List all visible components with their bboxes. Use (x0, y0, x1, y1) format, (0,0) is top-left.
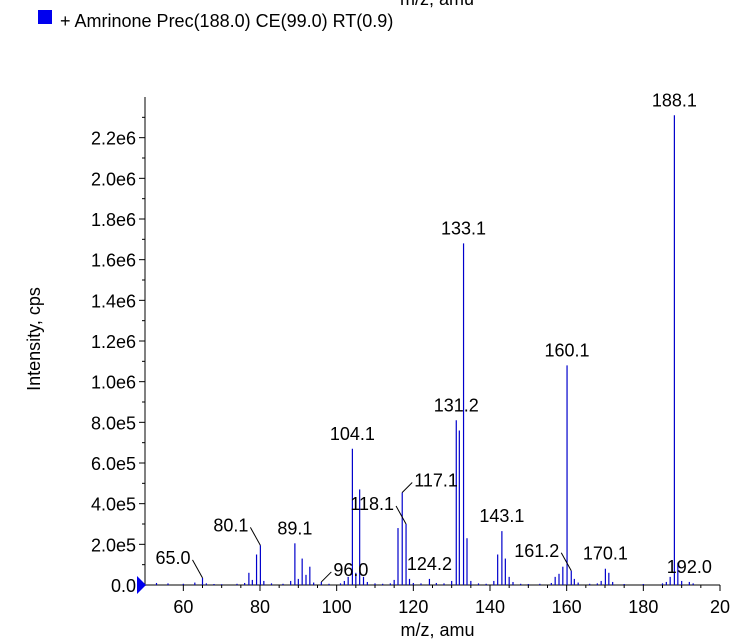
peak-label: 96.0 (333, 560, 368, 580)
peak-label: 160.1 (545, 340, 590, 360)
peak-label-leader (395, 505, 407, 525)
x-axis-marker-icon (137, 576, 146, 594)
x-tick-label: 60 (173, 597, 193, 617)
peak-label: 65.0 (155, 548, 190, 568)
y-tick-label: 8.0e5 (91, 413, 136, 433)
peak-label: 117.1 (414, 470, 458, 490)
y-tick-label: 1.2e6 (91, 332, 136, 352)
clipped-axis-label: m/z, amu (400, 0, 474, 10)
x-axis-label: m/z, amu (400, 620, 474, 640)
y-tick-label: 2.0e6 (91, 169, 136, 189)
peak-label: 124.2 (407, 554, 452, 574)
peak-label: 131.2 (434, 395, 479, 415)
x-tick-label: 120 (398, 597, 428, 617)
peak-label: 188.1 (652, 90, 697, 110)
y-tick-label: 1.4e6 (91, 291, 136, 311)
y-tick-label: 4.0e5 (91, 495, 136, 515)
y-tick-label: 2.2e6 (91, 129, 136, 149)
x-tick-label: 160 (552, 597, 582, 617)
legend-label: + Amrinone Prec(188.0) CE(99.0) RT(0.9) (60, 11, 394, 31)
x-tick-label: 20 (710, 597, 730, 617)
y-tick-label: 0.0 (111, 576, 136, 596)
x-tick-label: 140 (475, 597, 505, 617)
peak-label: 80.1 (213, 515, 248, 535)
legend-swatch (38, 9, 52, 24)
x-tick-label: 100 (322, 597, 352, 617)
y-axis-label: Intensity, cps (24, 287, 44, 391)
peak-label: 104.1 (330, 424, 375, 444)
y-tick-label: 1.0e6 (91, 373, 136, 393)
peak-label: 133.1 (441, 218, 486, 238)
legend: + Amrinone Prec(188.0) CE(99.0) RT(0.9) (38, 8, 394, 31)
peak-label-leader (401, 482, 413, 493)
peak-label-leader (249, 527, 261, 546)
y-tick-label: 1.6e6 (91, 251, 136, 271)
peak-label-leader (560, 552, 572, 572)
x-tick-label: 180 (628, 597, 658, 617)
peak-label: 192.0 (667, 557, 712, 577)
peak-label-leader (320, 571, 332, 583)
peak-label: 143.1 (479, 506, 524, 526)
y-tick-label: 6.0e5 (91, 454, 136, 474)
peak-label: 161.2 (514, 541, 559, 561)
y-tick-label: 1.8e6 (91, 210, 136, 230)
peak-label: 89.1 (277, 518, 312, 538)
x-tick-label: 80 (250, 597, 270, 617)
y-tick-label: 2.0e5 (91, 535, 136, 555)
peak-label: 170.1 (583, 544, 628, 564)
peak-label-leader (192, 559, 203, 579)
peak-label: 118.1 (350, 494, 394, 514)
